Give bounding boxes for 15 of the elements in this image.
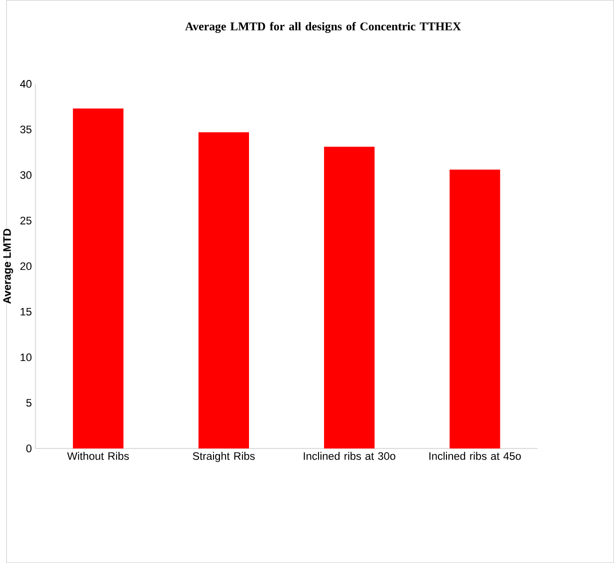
- y-tick-label: 30: [20, 171, 32, 179]
- y-tick-label: 35: [20, 126, 32, 134]
- x-tick-label: Inclined ribs at 45o: [429, 452, 521, 460]
- x-tick-label: Inclined ribs at 30o: [304, 452, 396, 460]
- chart-title: Average LMTD for all designs of Concentric TTHEX: [185, 22, 461, 33]
- y-tick-label: 10: [20, 353, 32, 362]
- x-tick-label: Straight Ribs: [192, 452, 255, 462]
- y-tick-label: 5: [26, 399, 32, 407]
- y-tick-label: 20: [20, 262, 32, 270]
- y-tick-label: 15: [20, 308, 32, 316]
- y-tick-label: 40: [20, 80, 32, 88]
- y-tick-label: 0: [26, 444, 32, 452]
- y-axis-title: Average LMTD: [3, 228, 14, 304]
- y-tick-label: 25: [20, 216, 32, 224]
- x-tick-label: Without Ribs: [67, 452, 129, 460]
